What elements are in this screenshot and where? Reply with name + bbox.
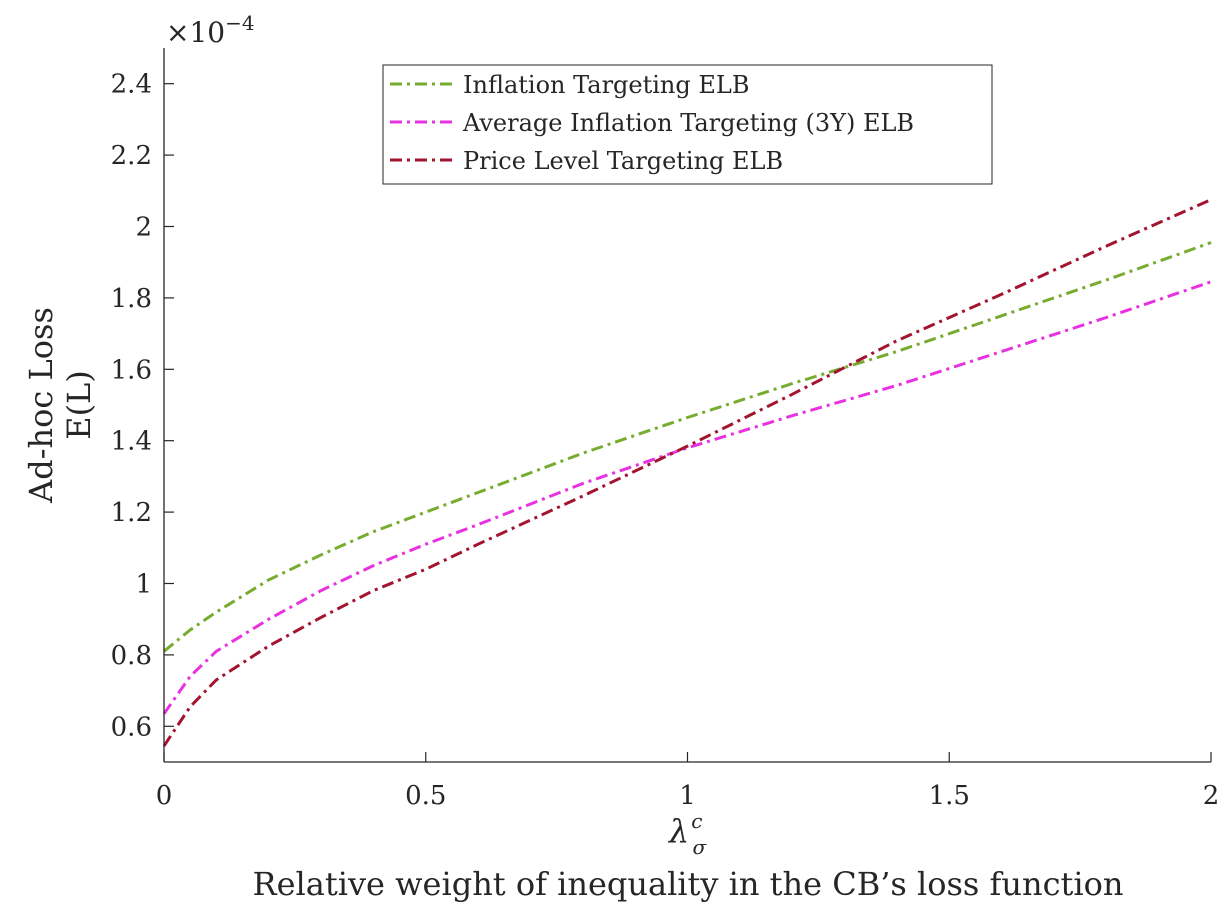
series-line-1 (163, 241, 1212, 653)
y-tick-label: 0.6 (111, 712, 152, 742)
x-tick-label: 0.5 (405, 781, 446, 811)
x-tick-label: 2 (1203, 781, 1220, 811)
x-axis-symbol-lambda: λ (667, 812, 689, 850)
legend-label-1: Inflation Targeting ELB (463, 71, 749, 99)
y-tick-label: 2.4 (111, 70, 152, 100)
y-tick-label: 0.8 (111, 641, 152, 671)
legend-box (382, 64, 993, 185)
y-axis-title: Ad-hoc Loss E(L) (22, 307, 98, 504)
x-tick-label: 0 (156, 781, 173, 811)
y-tick-label: 1.8 (111, 284, 152, 314)
y-tick-label: 1 (135, 570, 152, 600)
y-axis-multiplier: ×10−4 (166, 11, 255, 49)
y-axis-title-line-1: Ad-hoc Loss (22, 307, 60, 504)
x-axis-title: Relative weight of inequality in the CB’… (253, 865, 1124, 903)
y-tick-label: 1.4 (111, 427, 152, 457)
ticks: 0 0.5 1 1.5 2 0.6 0.8 1 1.2 1.4 1.6 1.8 2 2.2 2.4 (111, 70, 1220, 811)
multiplier-base: ×10 (166, 16, 225, 49)
y-tick-label: 2 (135, 213, 152, 243)
y-tick-label: 1.2 (111, 498, 152, 528)
legend: Inflation Targeting ELB Average Inflation… (382, 64, 993, 185)
x-tick-label: 1.5 (929, 781, 970, 811)
x-tick-label: 1 (679, 781, 696, 811)
series-line-2 (162, 280, 1212, 715)
legend-label-2: Average Inflation Targeting (3Y) ELB (462, 109, 914, 137)
y-tick-label: 1.6 (111, 355, 152, 385)
x-axis-symbol-superscript: c (691, 809, 702, 833)
legend-label-3: Price Level Targeting ELB (463, 147, 783, 175)
plot-lines (162, 198, 1212, 747)
series-line-3 (162, 198, 1212, 747)
y-axis-title-line-2: E(L) (60, 370, 98, 440)
multiplier-exponent: −4 (225, 11, 254, 35)
x-axis-symbol-subscript: σ (692, 835, 707, 859)
y-tick-label: 2.2 (111, 141, 152, 171)
